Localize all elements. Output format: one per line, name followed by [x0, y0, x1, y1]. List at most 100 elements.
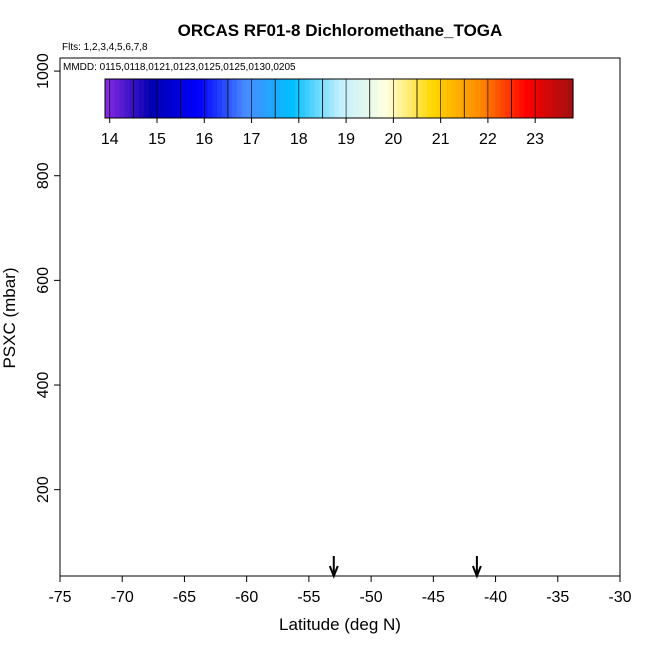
y-tick-label: 400: [35, 372, 52, 399]
sample-point: [324, 344, 329, 349]
sample-point: [233, 219, 238, 224]
sample-point: [504, 169, 509, 174]
sample-point: [162, 414, 167, 419]
sample-point: [295, 70, 300, 75]
sample-point: [333, 414, 338, 419]
sample-point: [461, 192, 466, 197]
sample-point: [297, 423, 302, 428]
sample-point: [165, 220, 170, 225]
sample-point: [543, 498, 548, 503]
colorbar-tick-label: 20: [384, 131, 402, 148]
sample-point: [421, 284, 426, 289]
sample-point: [212, 322, 217, 327]
sample-point: [200, 410, 205, 415]
x-tick-label: -75: [48, 589, 71, 606]
sample-point: [315, 351, 320, 356]
colorbar-swatch: [343, 79, 350, 118]
sample-point: [360, 243, 365, 248]
sample-point: [551, 260, 556, 265]
sample-point: [123, 202, 128, 207]
sample-point: [208, 343, 213, 348]
sample-point: [169, 360, 174, 365]
sample-point: [237, 434, 242, 439]
sample-point: [117, 376, 122, 381]
sample-point: [126, 360, 131, 365]
sample-point: [517, 129, 522, 134]
sample-point: [409, 69, 414, 74]
sample-point: [335, 432, 340, 437]
sample-point: [159, 380, 164, 385]
colorbar-swatch: [290, 79, 296, 118]
sample-point: [308, 396, 313, 401]
sample-point: [379, 293, 384, 298]
sample-point: [469, 202, 474, 207]
down-arrow: [471, 556, 482, 579]
sample-point: [390, 299, 395, 304]
sample-point: [377, 169, 382, 174]
sample-point: [260, 498, 265, 503]
sample-point: [260, 386, 265, 391]
sample-point: [263, 238, 268, 243]
sample-point: [324, 209, 329, 214]
sample-point: [349, 197, 354, 202]
sample-point: [245, 403, 250, 408]
sample-point: [133, 326, 138, 331]
x-tick-label: -50: [360, 589, 383, 606]
colorbar-swatch: [382, 79, 389, 118]
sample-point: [221, 347, 226, 352]
sample-point: [117, 354, 122, 359]
sample-point: [180, 282, 185, 287]
sample-point: [283, 426, 288, 431]
sample-point: [207, 246, 212, 251]
sample-point: [163, 303, 168, 308]
sample-point: [153, 279, 158, 284]
sample-point: [108, 215, 113, 220]
sample-point: [553, 316, 558, 321]
sample-point: [377, 390, 382, 395]
sample-point: [339, 432, 344, 437]
sample-point: [225, 333, 230, 338]
sample-point: [258, 170, 263, 175]
sample-point: [218, 283, 223, 288]
sample-point: [268, 176, 273, 181]
sample-point: [293, 161, 298, 166]
sample-point: [307, 338, 312, 343]
colorbar-tick-label: 17: [243, 131, 261, 148]
x-tick-label: -60: [235, 589, 258, 606]
sample-point: [381, 289, 386, 294]
sample-point: [290, 346, 295, 351]
sample-point: [364, 498, 369, 503]
sample-point: [321, 366, 326, 371]
sample-point: [244, 398, 249, 403]
sample-point: [208, 377, 213, 382]
sample-point: [263, 429, 268, 434]
sample-point: [386, 331, 391, 336]
sample-point: [191, 423, 196, 428]
sample-point: [185, 404, 190, 409]
colorbar-swatch: [353, 79, 360, 118]
sample-point: [230, 256, 235, 261]
sample-point: [173, 413, 178, 418]
sample-point: [165, 256, 170, 261]
sample-point: [202, 297, 207, 302]
colorbar-swatch: [124, 79, 130, 118]
sample-point: [197, 431, 202, 436]
sample-point: [193, 331, 198, 336]
sample-point: [287, 141, 292, 146]
sample-point: [434, 279, 439, 284]
sample-point: [384, 301, 389, 306]
sample-point: [213, 343, 218, 348]
sample-point: [264, 179, 269, 184]
sample-point: [198, 393, 203, 398]
sample-point: [406, 225, 411, 230]
sample-point: [132, 136, 137, 141]
sample-point: [203, 234, 208, 239]
sample-point: [206, 232, 211, 237]
sample-point: [388, 67, 393, 72]
colorbar-swatch: [285, 79, 291, 118]
sample-point: [205, 498, 210, 503]
sample-point: [174, 320, 179, 325]
sample-point: [320, 222, 325, 227]
colorbar-swatch: [275, 79, 282, 118]
sample-point: [154, 248, 159, 253]
